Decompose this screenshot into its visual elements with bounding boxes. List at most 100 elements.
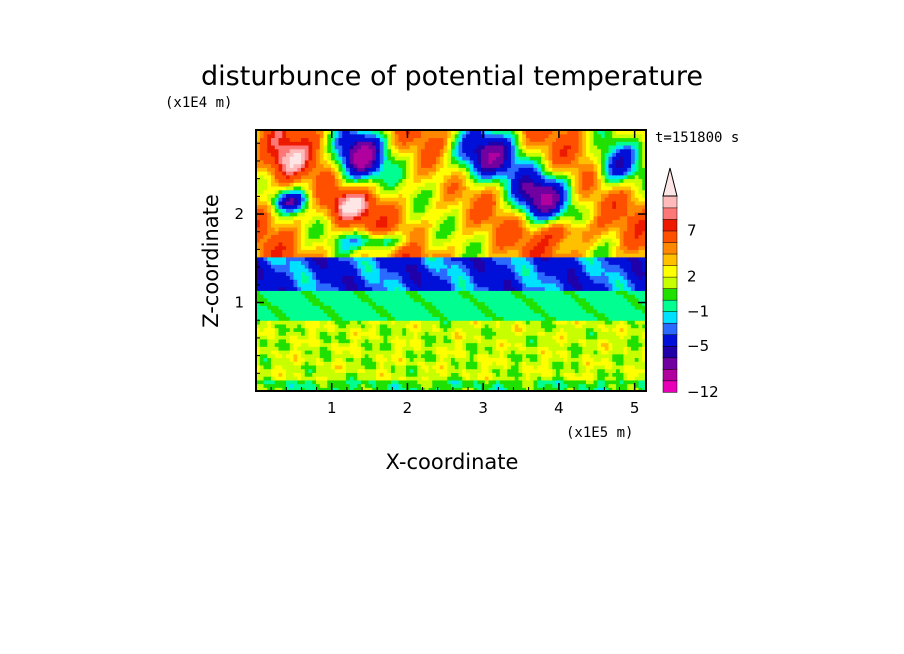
- field-cell: [533, 294, 538, 299]
- field-cell: [466, 379, 471, 385]
- field-cell: [301, 223, 306, 228]
- field-cell: [312, 245, 317, 250]
- field-cell: [424, 357, 430, 362]
- field-cell: [368, 364, 373, 370]
- field-cell: [496, 223, 501, 228]
- field-cell: [274, 260, 280, 265]
- field-cell: [638, 331, 643, 336]
- field-cell: [597, 361, 602, 366]
- field-cell: [293, 357, 298, 362]
- field-cell: [383, 249, 388, 254]
- field-cell: [263, 342, 268, 347]
- field-cell: [282, 230, 287, 235]
- field-cell: [612, 253, 617, 258]
- field-cell: [394, 335, 400, 340]
- field-cell: [334, 226, 340, 232]
- field-cell: [301, 267, 306, 273]
- field-cell: [312, 327, 317, 332]
- field-cell: [278, 349, 283, 355]
- field-cell: [383, 238, 388, 243]
- field-cell: [271, 253, 276, 258]
- field-cell: [398, 275, 403, 280]
- field-cell: [477, 387, 482, 391]
- field-cell: [496, 368, 501, 373]
- field-cell: [586, 349, 591, 355]
- field-cell: [458, 294, 463, 299]
- field-cell: [447, 327, 452, 332]
- field-cell: [612, 308, 617, 314]
- field-cell: [439, 342, 445, 347]
- field-cell: [492, 245, 497, 250]
- field-cell: [372, 368, 377, 373]
- field-cell: [601, 346, 606, 351]
- field-cell: [387, 308, 392, 314]
- field-cell: [436, 238, 441, 243]
- field-cell: [286, 346, 291, 351]
- field-cell: [454, 286, 460, 291]
- field-cell: [278, 312, 283, 318]
- field-cell: [432, 312, 437, 318]
- field-cell: [308, 223, 313, 228]
- field-cell: [319, 230, 325, 235]
- field-cell: [642, 357, 646, 362]
- field-cell: [357, 364, 362, 370]
- field-cell: [379, 331, 385, 336]
- field-cell: [597, 249, 602, 254]
- field-cell: [586, 387, 591, 391]
- field-cell: [421, 260, 426, 265]
- field-cell: [529, 264, 535, 269]
- field-cell: [301, 308, 306, 314]
- field-cell: [436, 372, 441, 377]
- field-cell: [556, 316, 561, 321]
- field-cell: [297, 271, 302, 277]
- field-cell: [409, 241, 415, 247]
- field-cell: [398, 368, 403, 373]
- field-cell: [357, 376, 362, 381]
- field-cell: [623, 368, 628, 373]
- field-cell: [323, 212, 328, 217]
- field-cell: [387, 312, 392, 318]
- field-cell: [627, 282, 632, 288]
- field-cell: [308, 376, 313, 381]
- field-cell: [507, 349, 512, 355]
- field-cell: [387, 379, 392, 385]
- field-cell: [593, 346, 598, 351]
- field-cell: [439, 387, 445, 391]
- field-cell: [526, 364, 531, 370]
- field-cell: [349, 372, 355, 377]
- field-cell: [518, 301, 523, 306]
- field-cell: [368, 335, 373, 340]
- field-cell: [338, 226, 343, 232]
- field-cell: [473, 372, 478, 377]
- field-cell: [511, 249, 516, 254]
- field-cell: [623, 312, 628, 318]
- field-cell: [473, 331, 478, 336]
- field-cell: [394, 305, 400, 310]
- field-cell: [533, 338, 538, 344]
- field-cell: [458, 215, 463, 221]
- field-cell: [511, 275, 516, 280]
- field-cell: [548, 253, 553, 258]
- field-cell: [627, 335, 632, 340]
- field-cell: [586, 320, 591, 325]
- field-cell: [436, 294, 441, 299]
- field-cell: [439, 316, 445, 321]
- field-cell: [316, 230, 321, 235]
- field-cell: [402, 308, 407, 314]
- field-cell: [297, 316, 302, 321]
- field-cell: [327, 312, 332, 318]
- field-cell: [466, 364, 471, 370]
- field-cell: [331, 316, 336, 321]
- field-cell: [631, 342, 636, 347]
- field-cell: [616, 383, 621, 388]
- field-cell: [496, 379, 501, 385]
- field-cell: [349, 383, 355, 388]
- field-cell: [458, 212, 463, 217]
- field-cell: [537, 297, 542, 303]
- field-cell: [533, 346, 538, 351]
- field-cell: [541, 212, 546, 217]
- field-cell: [541, 234, 546, 239]
- field-cell: [319, 253, 325, 258]
- field-cell: [443, 364, 448, 370]
- field-cell: [293, 372, 298, 377]
